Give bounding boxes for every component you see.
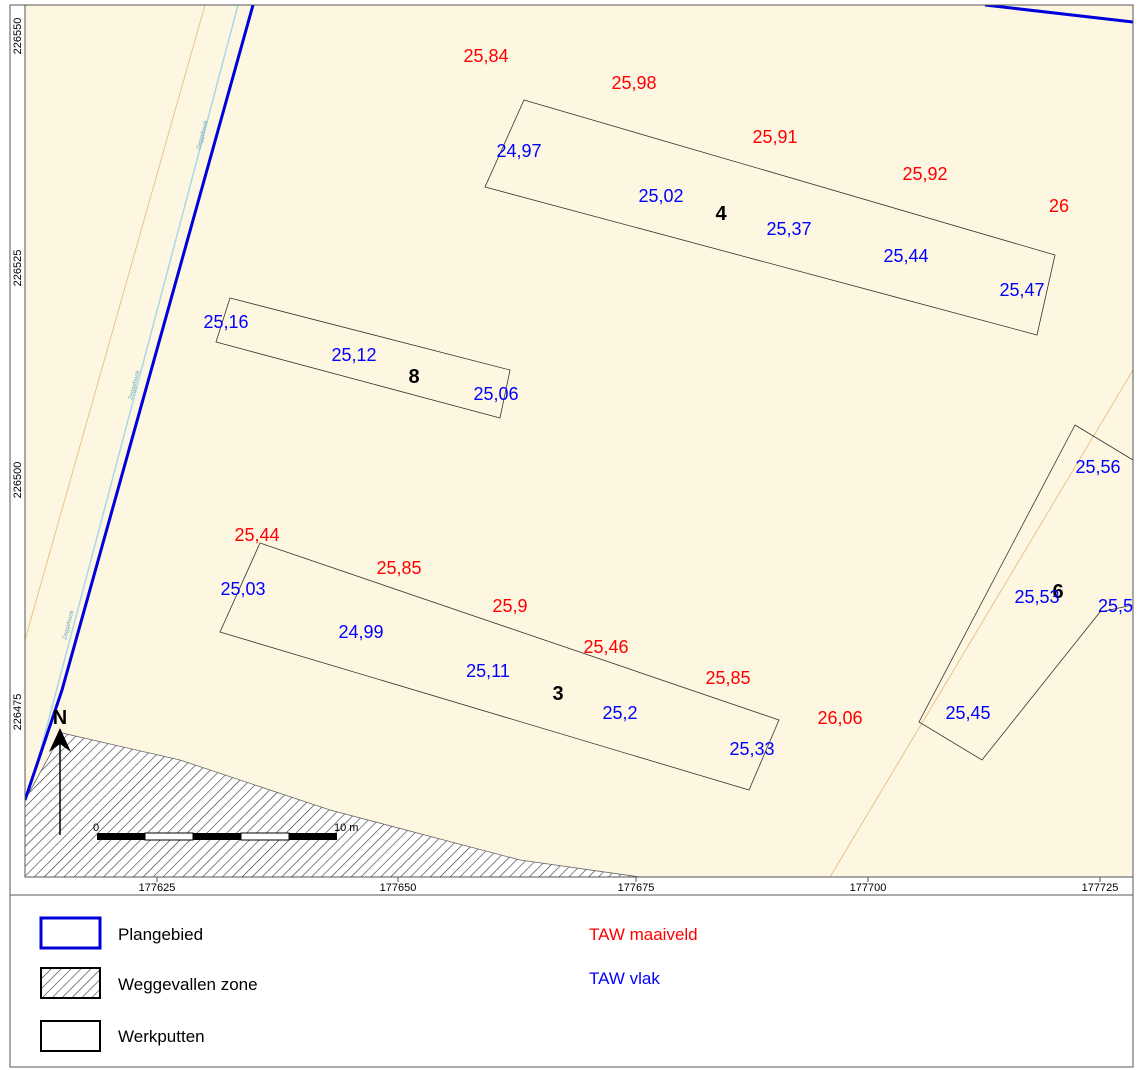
taw-vlak-value: 25,53 [1014,587,1059,607]
taw-maaiveld-value: 25,46 [583,637,628,657]
taw-vlak-value: 24,99 [338,622,383,642]
pit-number: 3 [552,683,563,705]
north-arrow: N [49,707,71,835]
legend-label: Plangebied [118,925,203,944]
taw-vlak-value: 25,2 [602,703,637,723]
legend-taw-vlak: TAW vlak [589,969,660,988]
scale-start-label: 0 [93,822,99,834]
taw-maaiveld-value: 26 [1049,196,1069,216]
taw-maaiveld-value: 25,92 [902,164,947,184]
scale-end-label: 10 m [334,822,358,834]
x-tick-label: 177625 [139,882,176,894]
legend: Plangebied Weggevallen zone Werkputten T… [39,916,698,1052]
taw-maaiveld-value: 25,84 [463,46,508,66]
legend-label: Werkputten [118,1027,205,1046]
taw-vlak-value: 24,97 [496,141,541,161]
parcel-line [25,5,206,641]
taw-vlak-value: 25,06 [473,384,518,404]
pit-number: 8 [408,366,419,388]
taw-vlak-value: 25,47 [999,280,1044,300]
waterway-line [37,5,239,761]
map-area: Zeggebeek Zeggebeek Zeggebeek 4 8 3 6 25… [25,5,1133,877]
legend-label: Weggevallen zone [118,975,258,994]
x-tick-label: 177650 [380,882,417,894]
taw-vlak-value: 25,5 [1098,596,1133,616]
taw-maaiveld-value: 26,06 [817,708,862,728]
pit-number: 4 [715,203,727,225]
y-tick-label: 226475 [12,694,24,731]
taw-maaiveld-value: 25,98 [611,73,656,93]
map-background [25,5,1133,877]
taw-vlak-value: 25,33 [729,739,774,759]
taw-vlak-value: 25,37 [766,219,811,239]
werkput-8 [215,297,511,419]
taw-vlak-value: 25,11 [466,661,510,681]
taw-vlak-value: 25,02 [638,186,683,206]
y-tick-label: 226525 [12,250,24,287]
y-axis: 226550 226525 226500 226475 [12,18,24,731]
parcel-line [829,369,1133,877]
y-tick-label: 226550 [12,18,24,55]
taw-maaiveld-value: 25,91 [752,127,797,147]
taw-maaiveld-value: 25,85 [705,668,750,688]
werkput-4 [484,99,1056,336]
werkput-3 [219,542,780,791]
pit-number: 6 [1052,581,1063,603]
taw-maaiveld-value: 25,9 [492,596,527,616]
legend-werkputten-swatch [40,1020,101,1052]
taw-maaiveld-value: 25,85 [376,558,421,578]
taw-vlak-value: 25,03 [220,579,265,599]
legend-plangebied-swatch [39,916,102,950]
x-tick-label: 177700 [850,882,887,894]
plangebied-boundary [984,5,1133,24]
x-axis: 177625 177650 177675 177700 177725 [139,877,1119,894]
taw-vlak-value: 25,45 [945,703,990,723]
taw-vlak-value: 25,56 [1075,457,1120,477]
x-tick-label: 177675 [618,882,655,894]
legend-weggevallen-swatch [40,967,101,999]
legend-taw-maaiveld: TAW maaiveld [589,925,698,944]
scale-bar: 0 10 m [93,822,358,841]
north-label: N [53,707,67,729]
werkput-6 [918,424,1133,761]
taw-maaiveld-value: 25,44 [234,525,279,545]
y-tick-label: 226500 [12,462,24,499]
taw-vlak-value: 25,12 [331,345,376,365]
x-tick-label: 177725 [1082,882,1119,894]
map-border [24,4,1134,878]
taw-vlak-value: 25,44 [883,246,928,266]
taw-vlak-value: 25,16 [203,312,248,332]
plangebied-boundary [25,5,255,801]
weggevallen-zone [25,732,641,877]
